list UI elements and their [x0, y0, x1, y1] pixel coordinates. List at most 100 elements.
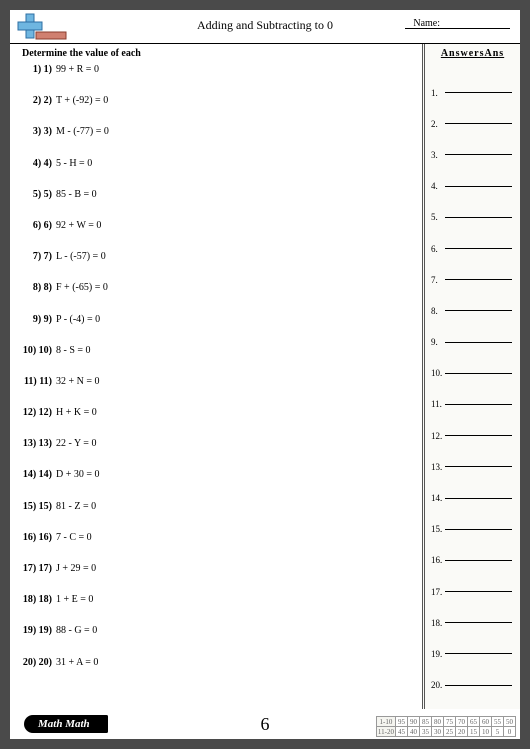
answer-row: 13. [425, 451, 520, 482]
problem-number: 2) 2) [18, 95, 56, 106]
score-cell: 0 [504, 727, 516, 737]
answer-row: 1. [425, 77, 520, 108]
answer-blank-line[interactable] [445, 373, 512, 374]
answer-row: 11. [425, 389, 520, 420]
score-cell: 75 [444, 717, 456, 727]
header: Adding and Subtracting to 0 Name: [10, 10, 520, 44]
score-cell: 25 [444, 727, 456, 737]
answer-blank-line[interactable] [445, 154, 512, 155]
answer-number: 5. [431, 212, 445, 222]
problem-expression: H + K = 0 [56, 407, 97, 418]
problem-expression: L - (-57) = 0 [56, 251, 106, 262]
problem-row: 19) 19)88 - G = 0 [18, 625, 358, 656]
score-row-label: 1-10 [376, 717, 395, 727]
answer-number: 10. [431, 368, 445, 378]
answer-number: 16. [431, 555, 445, 565]
answer-blank-line[interactable] [445, 622, 512, 623]
problem-row: 2) 2)T + (-92) = 0 [18, 95, 358, 126]
answer-number: 12. [431, 431, 445, 441]
score-cell: 80 [432, 717, 444, 727]
answer-number: 19. [431, 649, 445, 659]
problem-expression: 22 - Y = 0 [56, 438, 96, 449]
problem-number: 8) 8) [18, 282, 56, 293]
answer-row: 5. [425, 202, 520, 233]
answer-number: 11. [431, 399, 445, 409]
problem-expression: 88 - G = 0 [56, 625, 97, 636]
problem-row: 20) 20)31 + A = 0 [18, 657, 358, 688]
answer-blank-line[interactable] [445, 217, 512, 218]
answer-blank-line[interactable] [445, 248, 512, 249]
problem-row: 14) 14)D + 30 = 0 [18, 469, 358, 500]
problem-row: 9) 9)P - (-4) = 0 [18, 314, 358, 345]
answer-blank-line[interactable] [445, 685, 512, 686]
answer-number: 9. [431, 337, 445, 347]
answer-number: 8. [431, 306, 445, 316]
problem-number: 7) 7) [18, 251, 56, 262]
answer-blank-line[interactable] [445, 560, 512, 561]
score-cell: 45 [396, 727, 408, 737]
problem-number: 6) 6) [18, 220, 56, 231]
problem-row: 13) 13)22 - Y = 0 [18, 438, 358, 469]
score-table: 1-109590858075706560555011-2045403530252… [376, 716, 516, 737]
name-blank-line[interactable] [405, 28, 510, 29]
problem-number: 17) 17) [18, 563, 56, 574]
answer-number: 17. [431, 587, 445, 597]
problem-expression: 5 - H = 0 [56, 158, 92, 169]
score-cell: 30 [432, 727, 444, 737]
problem-number: 13) 13) [18, 438, 56, 449]
problem-number: 15) 15) [18, 501, 56, 512]
problem-number: 1) 1) [18, 64, 56, 75]
answer-blank-line[interactable] [445, 279, 512, 280]
problem-row: 15) 15)81 - Z = 0 [18, 501, 358, 532]
problem-row: 8) 8)F + (-65) = 0 [18, 282, 358, 313]
answer-blank-line[interactable] [445, 92, 512, 93]
answer-blank-line[interactable] [445, 404, 512, 405]
problem-expression: D + 30 = 0 [56, 469, 100, 480]
problem-expression: F + (-65) = 0 [56, 282, 108, 293]
score-cell: 20 [456, 727, 468, 737]
answer-blank-line[interactable] [445, 123, 512, 124]
answer-row: 18. [425, 607, 520, 638]
answer-blank-line[interactable] [445, 653, 512, 654]
answer-row: 8. [425, 295, 520, 326]
answer-blank-line[interactable] [445, 529, 512, 530]
problem-number: 11) 11) [18, 376, 56, 387]
score-cell: 95 [396, 717, 408, 727]
problem-expression: 1 + E = 0 [56, 594, 93, 605]
answer-blank-line[interactable] [445, 186, 512, 187]
problem-row: 17) 17)J + 29 = 0 [18, 563, 358, 594]
footer: Math Math 6 1-109590858075706560555011-2… [10, 709, 520, 739]
answer-row: 9. [425, 327, 520, 358]
answer-row: 12. [425, 420, 520, 451]
score-cell: 85 [420, 717, 432, 727]
problem-number: 20) 20) [18, 657, 56, 668]
answer-blank-line[interactable] [445, 591, 512, 592]
problem-expression: 92 + W = 0 [56, 220, 101, 231]
answer-row: 10. [425, 358, 520, 389]
answer-row: 17. [425, 576, 520, 607]
problem-expression: P - (-4) = 0 [56, 314, 100, 325]
score-cell: 90 [408, 717, 420, 727]
answer-row: 7. [425, 264, 520, 295]
score-cell: 65 [468, 717, 480, 727]
answer-blank-line[interactable] [445, 435, 512, 436]
problem-row: 4) 4)5 - H = 0 [18, 158, 358, 189]
answer-blank-line[interactable] [445, 498, 512, 499]
answer-number: 14. [431, 493, 445, 503]
answer-number: 15. [431, 524, 445, 534]
problem-row: 12) 12)H + K = 0 [18, 407, 358, 438]
answer-blank-line[interactable] [445, 310, 512, 311]
problem-number: 14) 14) [18, 469, 56, 480]
answer-blank-line[interactable] [445, 466, 512, 467]
answer-number: 18. [431, 618, 445, 628]
problem-number: 16) 16) [18, 532, 56, 543]
instruction-text: Determine the value of each [22, 48, 141, 59]
answer-row: 19. [425, 638, 520, 669]
answer-row: 14. [425, 482, 520, 513]
answer-row: 15. [425, 514, 520, 545]
problem-number: 5) 5) [18, 189, 56, 200]
answer-blank-line[interactable] [445, 342, 512, 343]
answer-number: 2. [431, 119, 445, 129]
answer-number: 13. [431, 462, 445, 472]
score-row-label: 11-20 [376, 727, 395, 737]
